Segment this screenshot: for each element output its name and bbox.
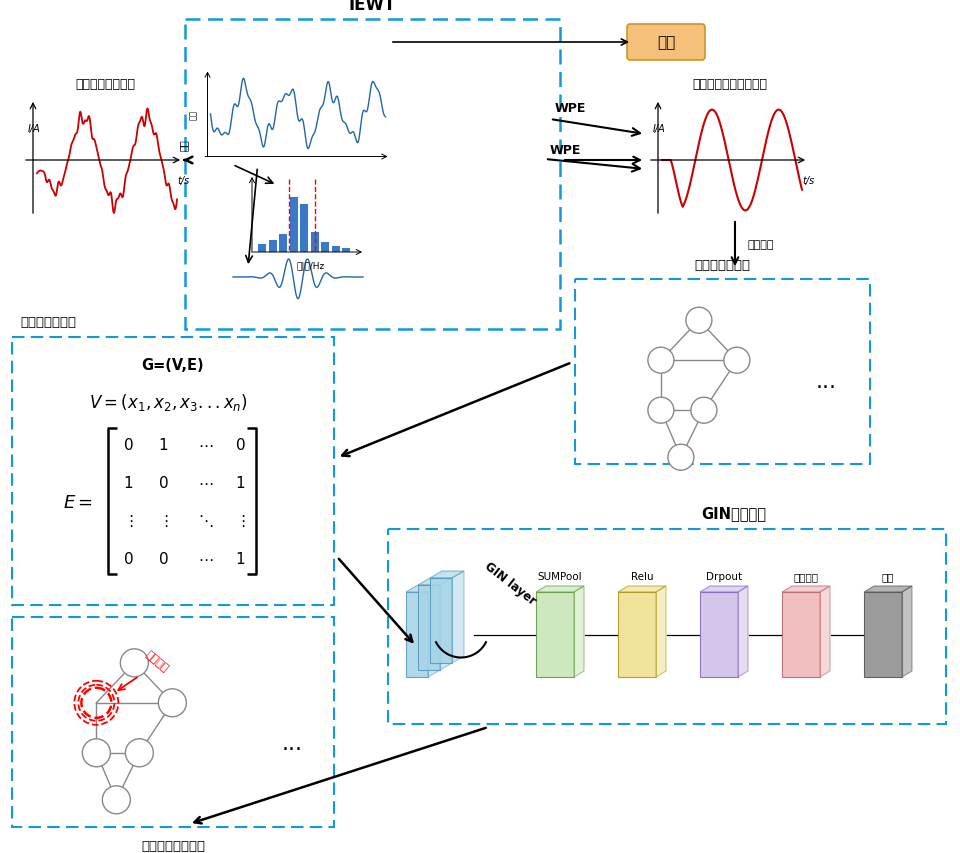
Polygon shape xyxy=(864,586,912,592)
Bar xyxy=(331,247,340,252)
Text: $1$: $1$ xyxy=(157,437,168,452)
Text: $\cdots$: $\cdots$ xyxy=(199,551,214,566)
Text: 故障区段定位结果: 故障区段定位结果 xyxy=(141,839,205,852)
Bar xyxy=(322,243,329,252)
Polygon shape xyxy=(574,586,584,677)
Text: $1$: $1$ xyxy=(235,550,245,566)
Text: $\vdots$: $\vdots$ xyxy=(157,513,168,528)
Circle shape xyxy=(668,444,694,471)
Polygon shape xyxy=(430,578,452,664)
Circle shape xyxy=(648,348,674,374)
Text: 输出: 输出 xyxy=(881,572,895,581)
Text: $0$: $0$ xyxy=(157,550,168,566)
Text: 节点输入: 节点输入 xyxy=(747,240,774,250)
Polygon shape xyxy=(452,572,464,664)
Text: $0$: $0$ xyxy=(123,550,133,566)
Text: 原始零序电流信号: 原始零序电流信号 xyxy=(75,78,135,91)
Text: $V = (x_1, x_2, x_3...x_n)$: $V = (x_1, x_2, x_3...x_n)$ xyxy=(88,392,248,413)
FancyBboxPatch shape xyxy=(627,25,705,61)
Text: I/A: I/A xyxy=(28,124,40,133)
Bar xyxy=(388,530,946,724)
Text: IEWT: IEWT xyxy=(348,0,396,14)
Text: $0$: $0$ xyxy=(234,437,246,452)
Polygon shape xyxy=(430,572,464,578)
Polygon shape xyxy=(782,592,820,677)
Polygon shape xyxy=(902,586,912,677)
Polygon shape xyxy=(406,592,428,677)
Text: 配电网的图结构: 配电网的图结构 xyxy=(694,258,751,272)
Polygon shape xyxy=(418,585,440,670)
Circle shape xyxy=(103,786,131,814)
Text: ...: ... xyxy=(281,733,302,753)
Text: $0$: $0$ xyxy=(123,437,133,452)
Polygon shape xyxy=(440,578,452,670)
Text: 幅值: 幅值 xyxy=(179,139,189,151)
Bar xyxy=(12,618,334,827)
Text: 图神经网络输入: 图神经网络输入 xyxy=(20,316,76,328)
Bar xyxy=(279,235,287,252)
Text: WPE: WPE xyxy=(550,143,582,156)
Text: 降噪后的零序电流信号: 降噪后的零序电流信号 xyxy=(692,78,767,91)
Polygon shape xyxy=(536,586,584,592)
Text: 频|率/Hz: 频|率/Hz xyxy=(297,262,324,271)
Text: t/s: t/s xyxy=(802,177,814,186)
Text: t/s: t/s xyxy=(177,177,189,186)
Circle shape xyxy=(158,689,186,717)
Bar xyxy=(258,245,266,252)
Text: $\cdots$: $\cdots$ xyxy=(199,475,214,490)
Bar xyxy=(269,241,276,252)
Polygon shape xyxy=(618,592,656,677)
Polygon shape xyxy=(700,586,748,592)
Bar xyxy=(342,249,350,252)
Text: GIN layer: GIN layer xyxy=(482,559,539,606)
Polygon shape xyxy=(864,592,902,677)
Text: $\vdots$: $\vdots$ xyxy=(123,513,133,528)
Text: WPE: WPE xyxy=(555,102,587,114)
Text: $1$: $1$ xyxy=(123,474,133,490)
Text: Relu: Relu xyxy=(631,572,654,581)
Circle shape xyxy=(648,397,674,424)
Text: Drpout: Drpout xyxy=(706,572,742,581)
Text: $1$: $1$ xyxy=(235,474,245,490)
Polygon shape xyxy=(700,592,738,677)
Polygon shape xyxy=(406,585,440,592)
Bar xyxy=(12,338,334,606)
Polygon shape xyxy=(536,592,574,677)
Text: SUMPool: SUMPool xyxy=(538,572,583,581)
Bar xyxy=(290,198,298,252)
Circle shape xyxy=(83,739,110,767)
Text: G=(V,E): G=(V,E) xyxy=(142,358,204,373)
Text: I/A: I/A xyxy=(653,124,665,133)
Polygon shape xyxy=(782,586,830,592)
Bar xyxy=(300,205,308,252)
Text: 全连接层: 全连接层 xyxy=(794,572,819,581)
Polygon shape xyxy=(418,578,452,585)
Polygon shape xyxy=(618,586,666,592)
Text: $0$: $0$ xyxy=(157,474,168,490)
Circle shape xyxy=(691,397,717,424)
Polygon shape xyxy=(428,585,440,677)
Text: 滤除: 滤除 xyxy=(657,36,675,50)
Bar xyxy=(575,280,870,464)
Text: 幅值: 幅值 xyxy=(188,110,198,120)
Text: ...: ... xyxy=(815,371,836,392)
Circle shape xyxy=(685,308,712,334)
Circle shape xyxy=(120,649,149,677)
Text: 故障区段: 故障区段 xyxy=(143,648,170,673)
Bar xyxy=(311,233,319,252)
Circle shape xyxy=(724,348,750,374)
Text: GIN神经网络: GIN神经网络 xyxy=(702,506,766,520)
Text: $E =$: $E =$ xyxy=(63,493,93,512)
Polygon shape xyxy=(738,586,748,677)
Bar xyxy=(185,20,560,329)
Polygon shape xyxy=(820,586,830,677)
Polygon shape xyxy=(656,586,666,677)
Text: $\vdots$: $\vdots$ xyxy=(235,513,245,528)
Text: $\cdots$: $\cdots$ xyxy=(199,437,214,452)
Circle shape xyxy=(126,739,154,767)
Text: $\ddots$: $\ddots$ xyxy=(199,513,214,528)
